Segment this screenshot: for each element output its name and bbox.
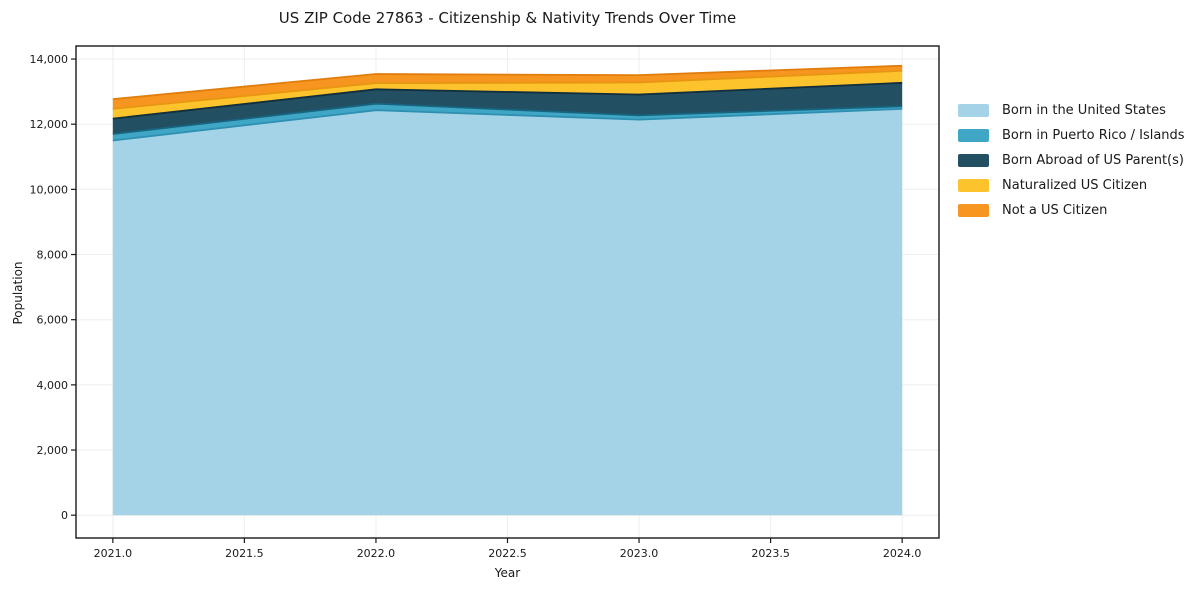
x-tick-label: 2023.5 bbox=[751, 547, 790, 560]
y-tick-label: 8,000 bbox=[37, 249, 69, 262]
legend-item-born-abroad-of-us-parent-s: Born Abroad of US Parent(s) bbox=[958, 153, 1185, 168]
area-edge-born-abroad-of-us-parent-s bbox=[112, 81, 903, 120]
y-axis-label: Population bbox=[11, 261, 25, 325]
x-tick-label: 2024.0 bbox=[883, 547, 922, 560]
legend-color-swatch bbox=[958, 129, 989, 142]
y-tick-label: 0 bbox=[61, 509, 68, 522]
area-born-abroad-of-us-parent-s bbox=[112, 82, 903, 134]
legend-label: Naturalized US Citizen bbox=[1002, 178, 1148, 193]
legend-item-naturalized-us-citizen: Naturalized US Citizen bbox=[958, 178, 1185, 193]
area-born-in-the-united-states bbox=[112, 108, 903, 516]
area-born-in-puerto-rico-islands bbox=[112, 103, 903, 141]
legend-item-born-in-the-united-states: Born in the United States bbox=[958, 103, 1185, 118]
legend-item-born-in-puerto-rico-islands: Born in Puerto Rico / Islands bbox=[958, 128, 1185, 143]
legend-label: Not a US Citizen bbox=[1002, 203, 1108, 218]
legend: Born in the United States Born in Puerto … bbox=[958, 103, 1185, 218]
area-edge-not-a-us-citizen bbox=[112, 64, 903, 101]
legend-label: Born in Puerto Rico / Islands bbox=[1002, 128, 1185, 143]
x-tick-label: 2021.5 bbox=[225, 547, 264, 560]
y-tick-label: 6,000 bbox=[37, 314, 69, 327]
chart-title: US ZIP Code 27863 - Citizenship & Nativi… bbox=[278, 9, 737, 27]
area-edge-naturalized-us-citizen bbox=[112, 69, 903, 110]
x-tick-label: 2022.5 bbox=[488, 547, 527, 560]
x-tick-label: 2022.0 bbox=[357, 547, 396, 560]
y-tick-label: 4,000 bbox=[37, 379, 69, 392]
area-not-a-us-citizen bbox=[112, 65, 903, 109]
y-tick-label: 10,000 bbox=[30, 183, 69, 196]
legend-label: Born Abroad of US Parent(s) bbox=[1002, 153, 1184, 168]
x-tick-label: 2021.0 bbox=[94, 547, 133, 560]
area-edge-born-in-the-united-states bbox=[112, 107, 903, 142]
y-tick-label: 14,000 bbox=[30, 53, 69, 66]
y-tick-label: 12,000 bbox=[30, 118, 69, 131]
area-edge-born-in-puerto-rico-islands bbox=[112, 102, 903, 135]
x-axis-label: Year bbox=[494, 566, 521, 580]
area-naturalized-us-citizen bbox=[112, 70, 903, 119]
y-tick-label: 2,000 bbox=[37, 444, 69, 457]
legend-label: Born in the United States bbox=[1002, 103, 1166, 118]
legend-color-swatch bbox=[958, 179, 989, 192]
x-tick-label: 2023.0 bbox=[620, 547, 659, 560]
legend-color-swatch bbox=[958, 104, 989, 117]
legend-item-not-a-us-citizen: Not a US Citizen bbox=[958, 203, 1185, 218]
legend-color-swatch bbox=[958, 154, 989, 167]
legend-color-swatch bbox=[958, 204, 989, 217]
